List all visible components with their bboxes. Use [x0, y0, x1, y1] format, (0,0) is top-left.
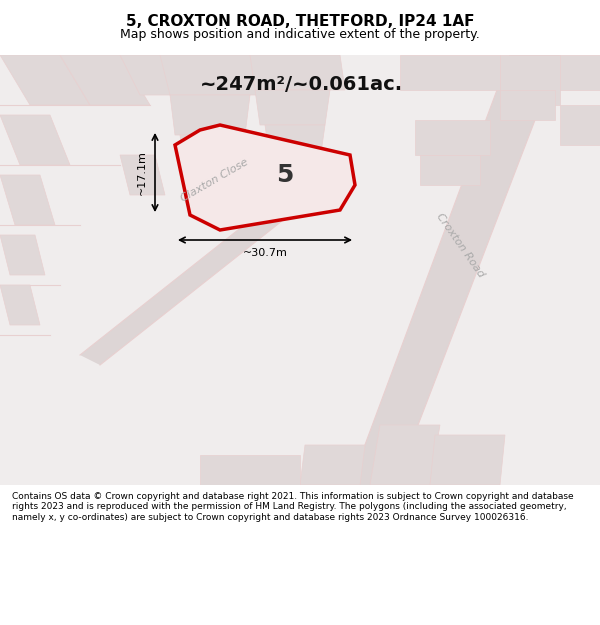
- Polygon shape: [430, 435, 505, 485]
- Polygon shape: [0, 235, 45, 275]
- Polygon shape: [0, 285, 40, 325]
- Polygon shape: [200, 455, 300, 485]
- Polygon shape: [415, 120, 490, 155]
- Polygon shape: [350, 55, 560, 485]
- Text: 5, CROXTON ROAD, THETFORD, IP24 1AF: 5, CROXTON ROAD, THETFORD, IP24 1AF: [126, 14, 474, 29]
- Text: ~17.1m: ~17.1m: [137, 150, 147, 195]
- Polygon shape: [420, 155, 480, 185]
- Polygon shape: [0, 115, 70, 165]
- Polygon shape: [120, 55, 200, 95]
- Polygon shape: [560, 105, 600, 145]
- Text: ~30.7m: ~30.7m: [242, 248, 287, 258]
- Polygon shape: [60, 55, 150, 105]
- Polygon shape: [500, 90, 555, 120]
- Polygon shape: [265, 125, 325, 160]
- Text: 5: 5: [277, 163, 293, 187]
- Polygon shape: [400, 55, 500, 90]
- Polygon shape: [300, 445, 365, 485]
- Polygon shape: [370, 425, 440, 485]
- Text: Claxton Close: Claxton Close: [179, 157, 251, 203]
- Polygon shape: [80, 165, 340, 365]
- Polygon shape: [0, 55, 600, 485]
- Polygon shape: [120, 155, 165, 195]
- Text: Croxton Road: Croxton Road: [434, 211, 486, 279]
- Polygon shape: [0, 175, 55, 225]
- Text: Map shows position and indicative extent of the property.: Map shows position and indicative extent…: [120, 28, 480, 41]
- Polygon shape: [175, 125, 355, 230]
- Polygon shape: [255, 90, 330, 125]
- Polygon shape: [180, 135, 240, 175]
- Text: ~247m²/~0.061ac.: ~247m²/~0.061ac.: [200, 75, 403, 94]
- Polygon shape: [160, 55, 260, 95]
- Polygon shape: [560, 55, 600, 90]
- Polygon shape: [170, 95, 250, 135]
- Polygon shape: [500, 55, 560, 105]
- Polygon shape: [0, 55, 90, 105]
- Text: Contains OS data © Crown copyright and database right 2021. This information is : Contains OS data © Crown copyright and d…: [12, 492, 574, 522]
- Polygon shape: [250, 55, 345, 90]
